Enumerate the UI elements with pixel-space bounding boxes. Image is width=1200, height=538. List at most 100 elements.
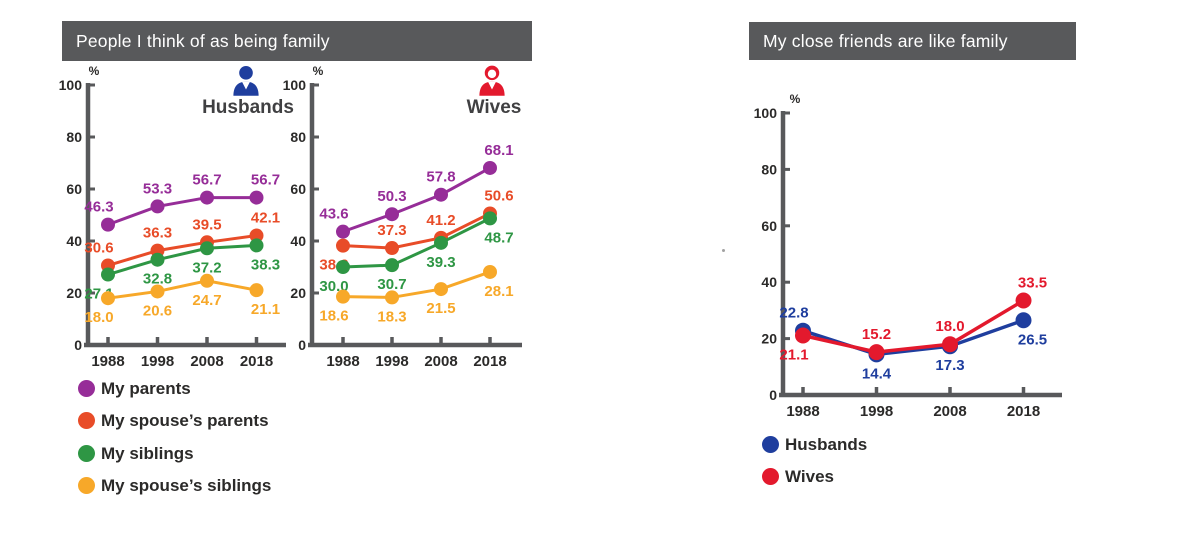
data-label: 37.3 xyxy=(377,222,406,239)
legend-dot-icon xyxy=(78,412,95,430)
legend-label: My spouse’s siblings xyxy=(101,476,272,496)
data-point xyxy=(385,258,399,273)
year-label: 1988 xyxy=(91,353,124,370)
series-line xyxy=(107,279,257,300)
data-label: 18.0 xyxy=(84,309,113,326)
y-tick-label: 0 xyxy=(769,387,777,403)
year-label: 1998 xyxy=(375,353,408,370)
left-panel-title-bar: People I think of as being family xyxy=(62,21,532,61)
data-label: 20.6 xyxy=(143,302,172,319)
right-panel-title-bar: My close friends are like family xyxy=(749,22,1076,60)
legend-item: My spouse’s parents xyxy=(78,405,271,438)
year-label: 2018 xyxy=(1007,403,1040,420)
data-label: 14.4 xyxy=(862,365,892,382)
data-point xyxy=(434,187,448,202)
year-label: 2008 xyxy=(424,353,457,370)
close-friends-line-chart: 0 20 40 60 80 100% 1988 1998 2008 2018 22.8 14.4 17.… xyxy=(754,92,1062,420)
legend-item: Wives xyxy=(762,461,867,494)
y-tick-label: 80 xyxy=(290,129,306,145)
data-label: 57.8 xyxy=(426,169,455,186)
series-line xyxy=(342,212,491,250)
data-point xyxy=(336,238,350,253)
chart-subtitle: Wives xyxy=(467,97,522,118)
year-label: 1988 xyxy=(326,353,359,370)
series-line xyxy=(802,299,1025,354)
legend-dot-icon xyxy=(78,379,95,397)
data-label: 68.1 xyxy=(484,142,513,159)
data-point xyxy=(795,327,811,344)
data-label: 48.7 xyxy=(484,229,513,246)
data-label: 50.6 xyxy=(484,187,513,204)
data-point xyxy=(200,241,214,256)
year-label: 2008 xyxy=(190,353,223,370)
legend-dot-icon xyxy=(78,444,95,462)
data-label: 39.3 xyxy=(426,254,455,271)
husbands-wives-legend: Husbands Wives xyxy=(762,428,867,493)
data-point xyxy=(1015,292,1032,309)
data-label: 37.2 xyxy=(192,259,221,276)
data-point xyxy=(1015,312,1032,329)
data-point xyxy=(336,260,350,274)
data-label: 30.6 xyxy=(84,239,113,256)
year-label: 1988 xyxy=(786,403,819,420)
data-label: 33.5 xyxy=(1018,275,1047,292)
y-tick-label: 80 xyxy=(761,161,777,177)
legend-label: My spouse’s parents xyxy=(101,411,269,431)
family-members-legend: My parents My spouse’s parents My siblings… xyxy=(78,372,271,502)
data-point xyxy=(200,190,214,205)
data-point xyxy=(942,336,958,353)
data-point xyxy=(101,217,115,232)
data-label: 41.2 xyxy=(426,212,455,229)
data-point xyxy=(200,273,214,288)
data-label: 21.1 xyxy=(779,346,808,363)
data-label: 53.3 xyxy=(143,180,172,197)
data-label: 30.7 xyxy=(377,276,406,293)
data-point xyxy=(249,228,264,243)
data-label: 18.0 xyxy=(935,318,964,335)
data-point xyxy=(483,264,497,279)
data-point xyxy=(434,235,448,250)
legend-item: My siblings xyxy=(78,437,271,470)
man-icon xyxy=(233,66,259,96)
data-label: 38.3 xyxy=(251,256,280,273)
y-tick-label: 60 xyxy=(290,181,306,197)
legend-label: My parents xyxy=(101,378,191,398)
data-point xyxy=(249,190,264,205)
y-tick-label: 80 xyxy=(66,129,82,145)
husbands-family-line-chart: 0 20 40 60 80 100% 1988 1998 2008 2018 46.3 53.3 56.… xyxy=(59,65,294,370)
y-tick-label: 60 xyxy=(761,218,777,234)
y-tick-label: 40 xyxy=(761,274,777,290)
year-label: 1998 xyxy=(141,353,174,370)
legend-dot-icon xyxy=(762,435,779,453)
legend-label: Wives xyxy=(785,467,834,487)
data-label: 32.8 xyxy=(143,271,172,288)
y-tick-label: 20 xyxy=(761,331,777,347)
data-label: 15.2 xyxy=(862,326,891,343)
data-label: 28.1 xyxy=(484,283,513,300)
legend-label: My siblings xyxy=(101,443,194,463)
y-tick-label: 100 xyxy=(59,77,83,93)
y-tick-label: 100 xyxy=(754,105,778,121)
data-label: 56.7 xyxy=(251,172,280,189)
data-point xyxy=(101,267,115,282)
data-point xyxy=(483,160,497,175)
percent-unit-label: % xyxy=(790,92,801,106)
y-tick-label: 40 xyxy=(290,233,306,249)
series-line xyxy=(342,270,491,299)
chart-subtitle: Husbands xyxy=(202,97,294,118)
data-label: 18.6 xyxy=(319,308,348,325)
wives-family-line-chart: 0 20 40 60 80 100% 1988 1998 2008 2018 43.6 50.3 57.… xyxy=(283,65,522,370)
data-point xyxy=(385,290,399,305)
data-point xyxy=(483,211,497,226)
stray-mark xyxy=(722,249,725,252)
year-label: 2018 xyxy=(473,353,506,370)
data-point xyxy=(249,283,264,298)
series-line xyxy=(107,243,257,276)
y-tick-label: 20 xyxy=(66,285,82,301)
data-label: 21.5 xyxy=(426,300,455,317)
y-tick-label: 60 xyxy=(66,181,82,197)
year-label: 2018 xyxy=(240,353,273,370)
data-label: 22.8 xyxy=(779,305,808,322)
data-point xyxy=(150,284,165,299)
y-tick-label: 100 xyxy=(283,77,307,93)
